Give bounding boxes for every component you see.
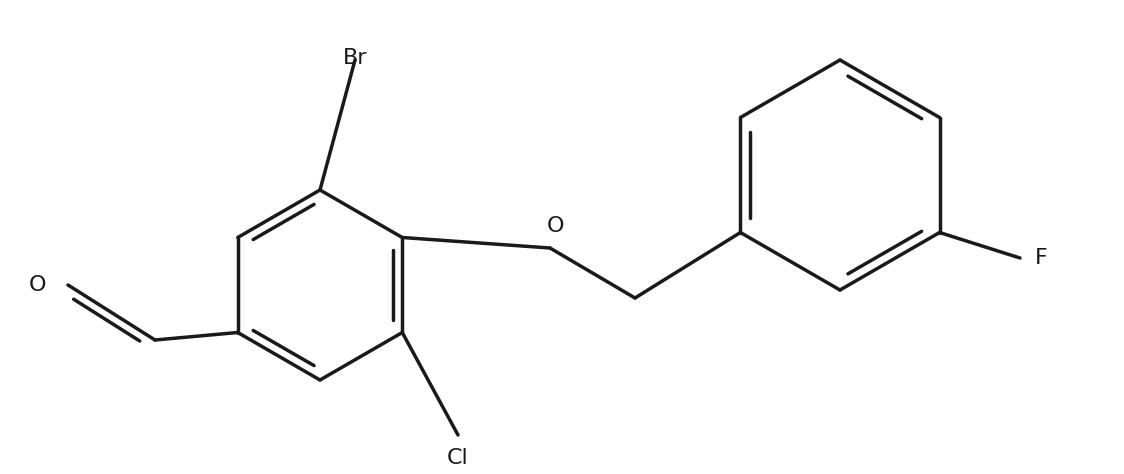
Text: O: O (28, 275, 46, 295)
Text: F: F (1035, 248, 1048, 268)
Text: Cl: Cl (447, 448, 469, 468)
Text: Br: Br (343, 48, 368, 68)
Text: O: O (546, 216, 564, 236)
